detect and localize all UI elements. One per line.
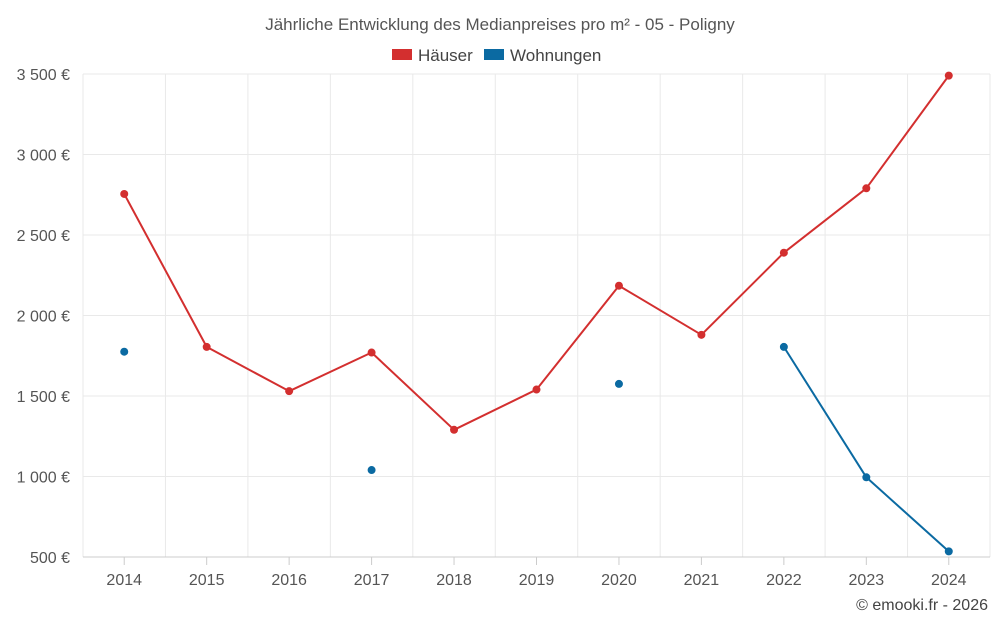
data-point[interactable] bbox=[202, 342, 211, 351]
legend[interactable]: Häuser Wohnungen bbox=[392, 46, 601, 65]
data-point[interactable] bbox=[697, 330, 706, 339]
legend-swatch-haeuser bbox=[392, 49, 412, 60]
y-tick-label: 1 000 € bbox=[17, 470, 70, 487]
y-tick-label: 500 € bbox=[30, 550, 70, 567]
data-point[interactable] bbox=[614, 281, 623, 290]
x-tick-label: 2023 bbox=[849, 572, 885, 589]
y-tick-label: 3 500 € bbox=[17, 67, 70, 84]
data-point[interactable] bbox=[862, 184, 871, 193]
series-line bbox=[783, 346, 950, 553]
legend-label-wohnungen[interactable]: Wohnungen bbox=[510, 46, 601, 65]
data-point[interactable] bbox=[450, 425, 459, 434]
x-tick-label: 2020 bbox=[601, 572, 637, 589]
series-layer bbox=[120, 71, 953, 556]
data-point[interactable] bbox=[367, 348, 376, 357]
data-point[interactable] bbox=[779, 342, 788, 351]
data-point[interactable] bbox=[120, 189, 129, 198]
legend-label-haeuser[interactable]: Häuser bbox=[418, 46, 473, 65]
data-point[interactable] bbox=[779, 248, 788, 257]
y-tick-label: 1 500 € bbox=[17, 389, 70, 406]
data-point[interactable] bbox=[614, 379, 623, 388]
data-point[interactable] bbox=[944, 71, 953, 80]
credit-text: © emooki.fr - 2026 bbox=[856, 597, 988, 614]
data-point[interactable] bbox=[367, 466, 376, 475]
series-wohnungen[interactable] bbox=[120, 342, 953, 556]
x-tick-label: 2024 bbox=[931, 572, 967, 589]
data-point[interactable] bbox=[944, 547, 953, 556]
x-tick-label: 2015 bbox=[189, 572, 225, 589]
x-tick-label: 2018 bbox=[436, 572, 472, 589]
x-tick-label: 2022 bbox=[766, 572, 802, 589]
x-tick-label: 2016 bbox=[271, 572, 307, 589]
x-tick-label: 2014 bbox=[106, 572, 142, 589]
data-point[interactable] bbox=[285, 387, 294, 396]
x-tick-label: 2019 bbox=[519, 572, 555, 589]
axes: 500 € 1 000 € 1 500 € 2 000 € 2 500 € 3 000 €… bbox=[17, 67, 990, 589]
series-haeuser[interactable] bbox=[120, 71, 953, 434]
chart-title: Jährliche Entwicklung des Medianpreises … bbox=[265, 15, 735, 34]
x-tick-label: 2017 bbox=[354, 572, 390, 589]
data-point[interactable] bbox=[862, 473, 871, 482]
y-tick-label: 2 000 € bbox=[17, 309, 70, 326]
data-point[interactable] bbox=[120, 347, 129, 356]
data-point[interactable] bbox=[532, 385, 541, 394]
legend-swatch-wohnungen bbox=[484, 49, 504, 60]
y-tick-label: 3 000 € bbox=[17, 148, 70, 165]
y-tick-label: 2 500 € bbox=[17, 228, 70, 245]
x-tick-label: 2021 bbox=[684, 572, 720, 589]
grid bbox=[82, 73, 991, 557]
